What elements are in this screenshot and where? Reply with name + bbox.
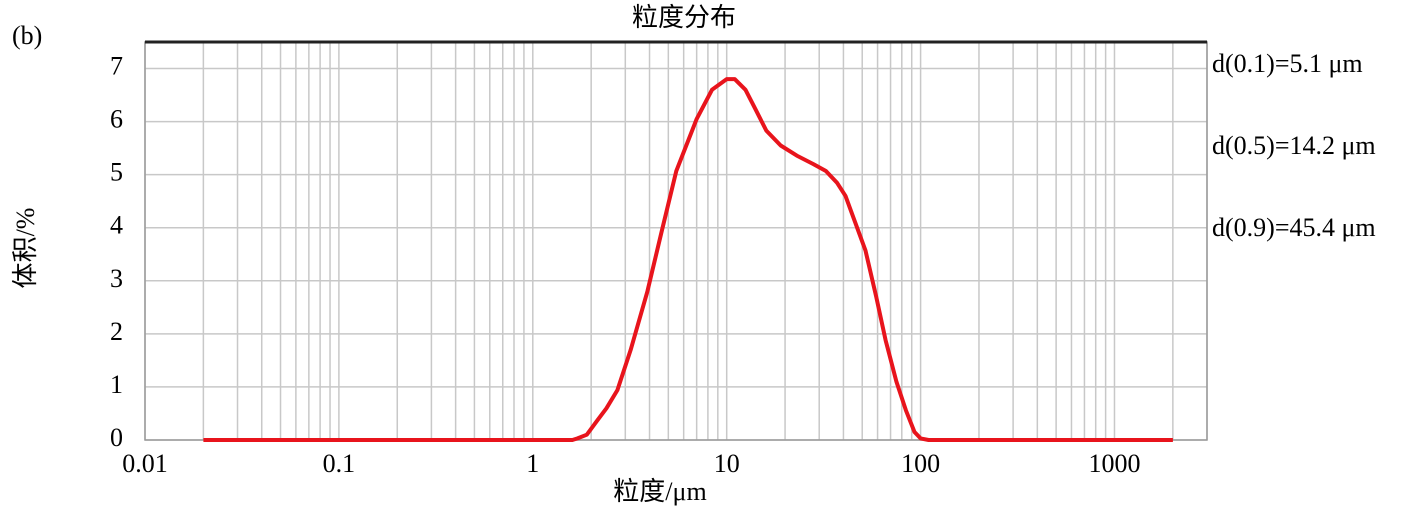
y-tick-label: 1 (110, 370, 123, 399)
annotation: d(0.1)=5.1 μm (1212, 49, 1363, 78)
y-tick-label: 2 (110, 317, 123, 346)
y-tick-label: 4 (110, 211, 123, 240)
x-tick-label: 10 (714, 449, 740, 478)
y-axis-label: 体积/% (11, 208, 40, 289)
plot-frame (144, 41, 1208, 441)
x-tick-label: 1000 (1088, 449, 1140, 478)
y-tick-label: 6 (110, 105, 123, 134)
x-tick-label: 100 (901, 449, 940, 478)
x-tick-label: 0.1 (323, 449, 356, 478)
y-tick-label: 0 (110, 423, 123, 452)
x-tick-label: 0.01 (122, 449, 168, 478)
y-tick-label: 7 (110, 52, 123, 81)
x-axis-label: 粒度/μm (613, 477, 706, 506)
panel-label: (b) (12, 21, 42, 50)
y-tick-label: 3 (110, 264, 123, 293)
x-tick-label: 1 (526, 449, 539, 478)
annotation: d(0.9)=45.4 μm (1212, 213, 1376, 242)
annotation: d(0.5)=14.2 μm (1212, 131, 1376, 160)
y-tick-label: 5 (110, 158, 123, 187)
data-line (203, 77, 1173, 442)
chart-title: 粒度分布 (632, 3, 736, 32)
